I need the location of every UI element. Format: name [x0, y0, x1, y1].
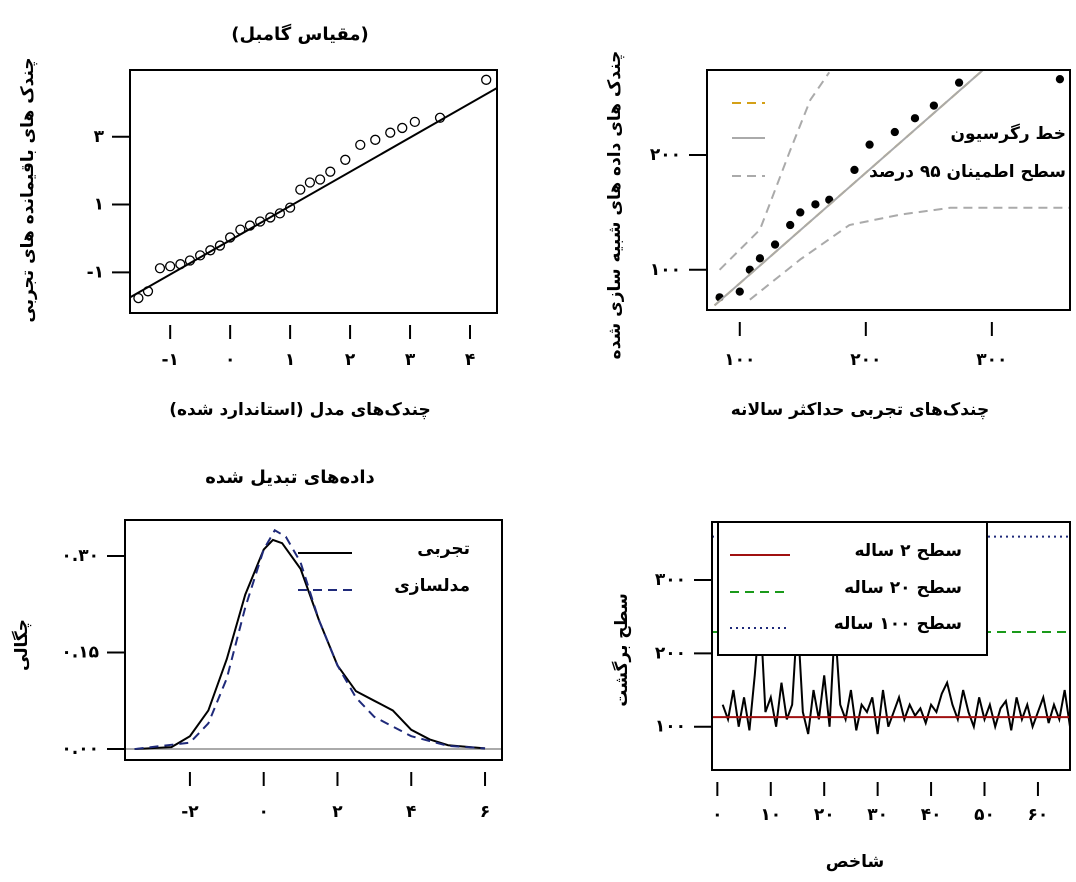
point [796, 208, 805, 217]
x-tick-label: ۲ [332, 802, 343, 822]
point [929, 101, 939, 110]
x-tick-label: ۶ [480, 802, 490, 822]
point [770, 240, 780, 249]
point [304, 177, 316, 188]
plot-frame [129, 69, 498, 314]
y-axis-label: چگالی [11, 619, 32, 671]
x-tick-label: ۴ [406, 802, 416, 822]
legend-label: سطح ۲۰ ساله [844, 578, 962, 598]
point [865, 140, 874, 149]
series-line [749, 206, 1070, 301]
series-line [130, 87, 497, 299]
series-line [713, 70, 985, 307]
point [370, 134, 381, 145]
y-tick-label: ۰.۱۵ [61, 643, 99, 663]
y-tick-label: ۱۰۰ [655, 717, 686, 737]
point [340, 154, 351, 165]
x-tick-label: ۶۰ [1028, 805, 1049, 825]
point [890, 127, 899, 137]
point [811, 200, 820, 209]
point [295, 184, 306, 195]
y-tick-label: ۰.۳۰ [61, 546, 99, 566]
x-tick-label: ۲۰۰ [850, 350, 881, 370]
point [397, 122, 408, 134]
point [954, 78, 964, 87]
y-tick-label: ۲۰۰ [650, 145, 681, 165]
x-tick-label: ۰ [259, 802, 269, 822]
x-tick-label: -۲ [181, 802, 199, 822]
point [385, 127, 396, 138]
y-tick-label: ۲۰۰ [655, 643, 686, 663]
point [735, 287, 744, 296]
point [154, 263, 166, 274]
y-axis-label: چندک های باقیمانده های تجربی [18, 57, 38, 322]
y-axis-label: چندک های داده های شبیه سازی شده [605, 51, 625, 360]
point [355, 139, 366, 151]
legend-label: سطح ۲ ساله [854, 541, 962, 561]
x-tick-label: -۱ [161, 350, 178, 370]
legend-label: مدلسازی [394, 576, 470, 596]
point [314, 174, 326, 185]
x-tick-label: ۱۰۰ [724, 350, 755, 370]
legend-label: سطح ۱۰۰ ساله [834, 614, 962, 634]
x-tick-label: ۲ [345, 350, 356, 370]
plot-frame [706, 69, 1071, 311]
series-line [721, 609, 1070, 735]
y-tick-label: ۰.۰۰ [61, 739, 99, 759]
x-tick-label: ۴۰ [921, 805, 942, 825]
plot-area [713, 70, 1070, 307]
plot-area [712, 535, 1070, 735]
x-axis-label: شاخص [826, 852, 885, 872]
point [825, 195, 834, 204]
point [325, 166, 336, 177]
x-tick-label: ۳۰ [867, 805, 888, 825]
x-tick-label: ۳ [405, 350, 416, 370]
y-tick-label: ۱ [94, 195, 104, 215]
x-tick-label: ۳۰۰ [976, 350, 1007, 370]
chart-title: داده‌های تبدیل شده [205, 467, 375, 488]
x-tick-label: ۰ [225, 350, 235, 370]
x-axis-label: چندک‌های تجربی حداکثر سالانه [731, 400, 989, 420]
plot-area [130, 74, 497, 304]
point [265, 212, 276, 223]
y-tick-label: -۱ [87, 262, 104, 282]
legend-label: خط رگرسیون [951, 123, 1066, 144]
y-tick-label: ۳ [94, 127, 105, 147]
legend-box [717, 521, 988, 656]
x-tick-label: ۴ [465, 350, 475, 370]
point [910, 114, 920, 123]
y-axis-label: سطح برگشت [611, 593, 632, 707]
legend-label: سطح اطمینان ۹۵ درصد [869, 162, 1066, 182]
point [850, 165, 859, 175]
legend-label: تجربی [417, 539, 470, 559]
x-tick-label: ۱۰ [760, 805, 781, 825]
plot-frame [124, 519, 503, 761]
series-line [718, 71, 831, 271]
point [214, 240, 226, 251]
point [481, 74, 492, 85]
series-line [134, 528, 486, 751]
series-line [134, 538, 486, 751]
point [409, 116, 420, 128]
x-tick-label: ۰ [712, 805, 722, 825]
point [165, 261, 176, 272]
y-tick-label: ۳۰۰ [655, 570, 686, 590]
point [1055, 75, 1065, 84]
chart-title: (مقیاس گامبل) [231, 23, 369, 45]
plot-area [125, 528, 502, 751]
y-tick-label: ۱۰۰ [650, 260, 681, 280]
x-tick-label: ۵۰ [974, 805, 995, 825]
point [205, 245, 216, 256]
x-tick-label: ۱ [285, 350, 295, 370]
point [786, 220, 795, 230]
x-tick-label: ۲۰ [814, 805, 835, 825]
point [755, 254, 765, 263]
x-axis-label: چندک‌های مدل (استاندارد شده) [169, 400, 431, 420]
